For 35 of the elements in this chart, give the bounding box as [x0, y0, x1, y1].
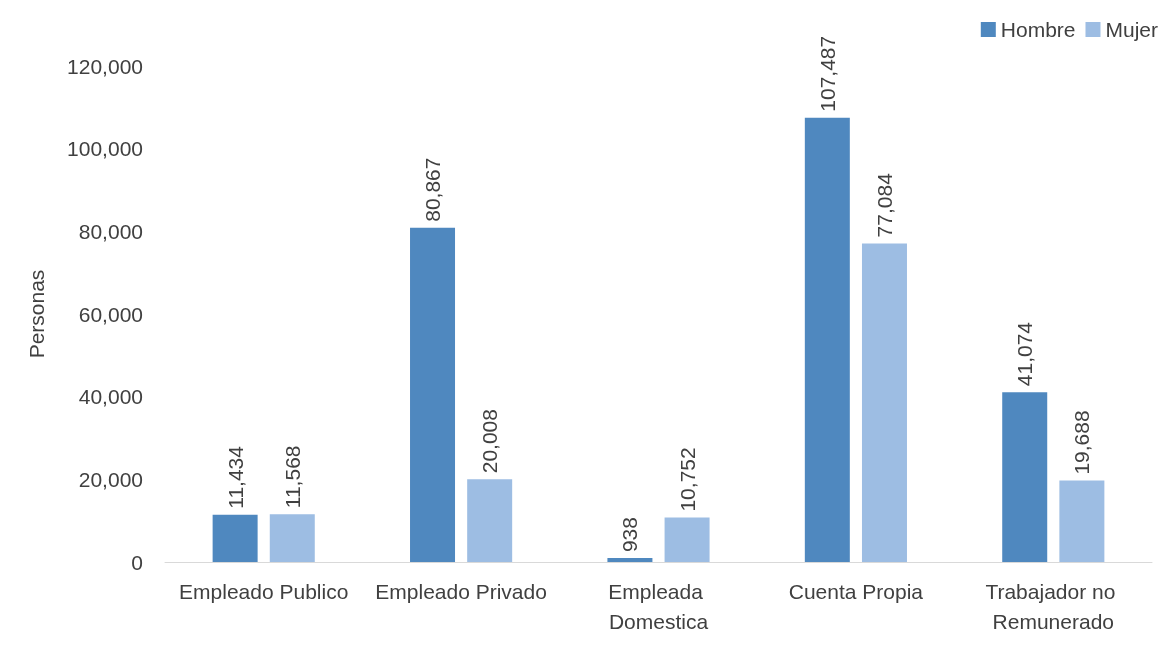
bar [861, 243, 907, 562]
data-label: 10,752 [675, 447, 699, 512]
data-label: 19,688 [1070, 410, 1094, 475]
y-tick-label: 120,000 [67, 54, 143, 78]
bar [410, 227, 456, 562]
x-tick-label: Empleado Publico [179, 579, 349, 603]
y-tick-label: 60,000 [78, 302, 143, 326]
legend-label: Mujer [1105, 18, 1159, 41]
x-tick-label: Trabajador no Remunerado [985, 579, 1122, 633]
data-label: 11,568 [280, 445, 304, 509]
y-tick-label: 80,000 [78, 219, 143, 243]
bar [1059, 480, 1105, 562]
bar [212, 514, 258, 562]
data-label: 41,074 [1013, 321, 1037, 387]
data-label: 80,867 [421, 157, 445, 222]
y-tick-label: 20,000 [78, 467, 143, 491]
data-label: 20,008 [478, 409, 502, 474]
y-tick-label: 100,000 [67, 137, 143, 161]
y-tick-label: 0 [131, 550, 143, 574]
data-label: 77,084 [872, 172, 896, 238]
bar [269, 514, 315, 562]
bar [607, 558, 653, 562]
x-tick-label: Empleada Domestica [608, 579, 709, 633]
x-tick-label: Empleado Privado [375, 579, 547, 603]
bar [1002, 392, 1048, 562]
bar [664, 517, 710, 562]
bar [804, 117, 850, 562]
y-tick-label: 40,000 [78, 385, 143, 409]
y-axis-title: Personas [25, 269, 48, 359]
bar [467, 479, 513, 562]
data-label: 107,487 [815, 35, 839, 112]
legend-label: Hombre [1000, 18, 1076, 41]
data-label: 11,434 [223, 445, 247, 509]
data-label: 938 [618, 517, 642, 553]
x-tick-label: Cuenta Propia [788, 579, 924, 603]
